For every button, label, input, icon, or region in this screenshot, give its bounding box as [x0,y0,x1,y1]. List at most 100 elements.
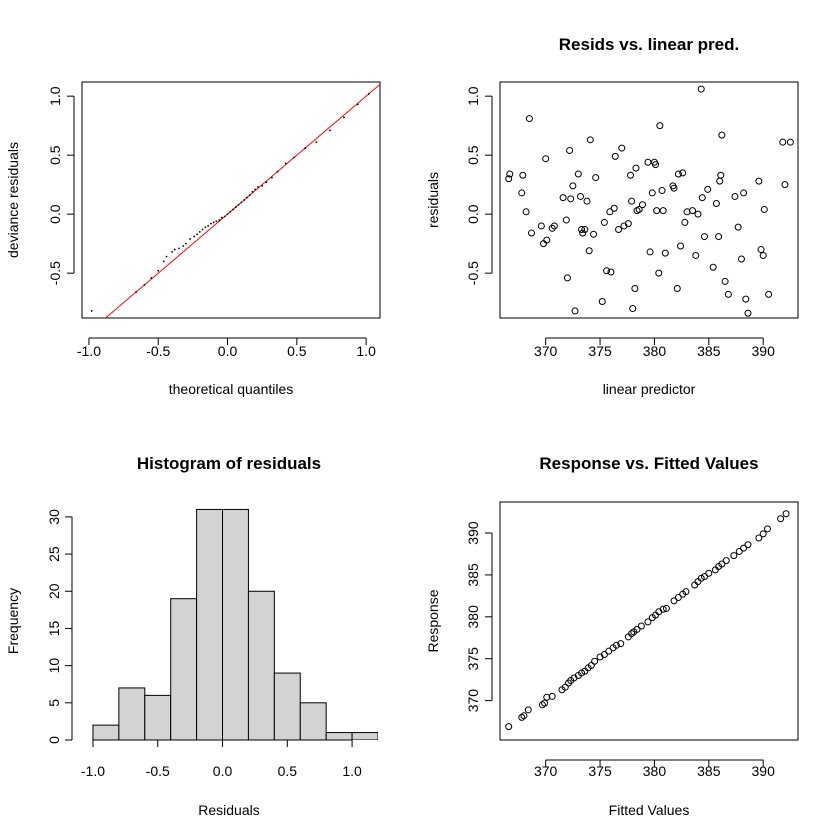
plot-frame [499,81,799,319]
data-point [692,251,700,259]
y-tick-label: 0 [46,736,62,744]
data-point [679,169,687,177]
panel-histogram: Histogram of residuals Residuals Frequency… [5,454,378,818]
x-tick-label: -1.0 [77,343,101,359]
x-tick-label: 385 [697,343,721,359]
data-point [598,297,606,305]
data-point [724,290,732,298]
data-point [779,138,787,146]
y-tick-label: 0.0 [47,204,63,224]
data-point [574,170,582,178]
histogram-bar [351,732,378,740]
data-point [700,233,708,241]
data-point [563,274,571,282]
data-point [744,541,752,549]
data-point [786,138,794,146]
qq-point [243,199,246,201]
qq-point [232,208,234,211]
y-tick-label: -0.5 [47,261,63,285]
x-tick-label: 390 [752,763,776,779]
data-point [524,706,532,714]
data-point [704,185,712,193]
data-point [632,164,640,172]
y-axis-label: deviance residuals [5,142,21,258]
qq-point [240,201,243,204]
data-point [730,552,738,560]
qq-point [90,310,93,312]
data-point [674,594,682,602]
data-point [566,146,574,154]
y-tick-label: -0.5 [465,261,481,285]
y-tick-label: 375 [465,647,481,671]
qq-point [254,188,257,191]
data-point [559,194,567,202]
data-point [617,640,625,648]
data-point [655,269,663,277]
qq-point [293,156,295,159]
qq-point [226,213,229,216]
y-tick-label: 30 [46,509,62,525]
x-tick-label: 375 [588,343,612,359]
x-tick-label: 385 [697,763,721,779]
y-axis-label: Frequency [5,588,21,654]
plot-frame [81,81,381,319]
data-point [646,248,654,256]
qq-point [210,222,212,225]
chart-title: Response vs. Fitted Values [539,454,758,473]
qq-point [157,269,160,272]
qq-point [343,116,345,119]
data-point [718,131,726,139]
x-tick-label: 390 [752,343,776,359]
data-point [637,622,645,630]
data-point [542,155,550,163]
data-point [697,85,705,93]
y-tick-label: 25 [46,546,62,562]
data-point [705,569,713,577]
data-point [759,251,767,259]
data-point [518,713,526,721]
y-tick-label: 1.0 [465,86,481,106]
qq-point [215,220,218,223]
x-axis-label: Fitted Values [609,802,690,818]
data-point [638,201,646,209]
qq-point [304,147,307,149]
qq-point [270,176,273,179]
data-point [659,605,667,613]
data-point [764,525,772,533]
qq-point [261,184,264,187]
qq-point [207,225,210,227]
qq-point [368,92,370,95]
data-point [615,226,623,233]
data-point [697,574,705,582]
qq-point [315,141,318,144]
data-point [765,290,773,298]
qq-point [201,228,204,231]
y-tick-label: 15 [46,620,62,636]
histogram-bar [325,732,353,740]
data-point [610,204,618,212]
data-layer [505,85,794,317]
x-tick-label: -0.5 [146,763,170,779]
qq-point [198,230,201,233]
y-tick-label: 20 [46,583,62,599]
qq-point [237,203,240,206]
data-point [586,136,594,144]
panel-qq: theoretical quantiles deviance residuals -… [5,81,381,397]
data-point [740,189,748,197]
data-point [583,197,591,205]
data-point [662,604,670,612]
data-point [607,268,615,276]
data-point [760,205,768,213]
data-point [709,263,717,271]
data-point [591,657,599,665]
qq-point [171,251,173,253]
histogram-bar [170,598,198,740]
qq-point [218,219,221,221]
data-point [618,144,626,152]
data-point [677,242,685,250]
data-point [629,305,637,313]
data-point [782,510,790,518]
qq-point [223,215,226,218]
chart-title: Histogram of residuals [137,454,321,473]
y-tick-label: 0.0 [465,204,481,224]
